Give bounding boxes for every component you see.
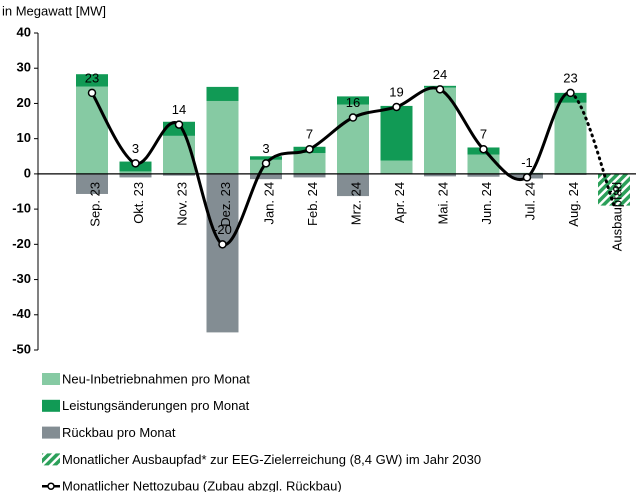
legend-dot (47, 482, 55, 490)
x-tick-label: Jan. 24 (261, 182, 276, 225)
x-tick-label: Mrz. 24 (348, 182, 363, 225)
legend-label: Monatlicher Nettozubau (Zubau abzgl. Rüc… (62, 479, 342, 492)
bar (598, 173, 630, 206)
legend-label: Leistungsänderungen pro Monat (62, 398, 250, 413)
bar (206, 100, 239, 174)
data-label: -9 (608, 183, 620, 198)
data-label: 24 (433, 67, 447, 82)
y-tick-label: 0 (24, 165, 31, 180)
y-tick-label: 10 (17, 130, 31, 145)
x-tick-label: Jul. 24 (522, 182, 537, 220)
data-label: 23 (563, 70, 577, 85)
bar (554, 92, 587, 103)
bar (76, 74, 108, 87)
x-tick-label: Apr. 24 (392, 182, 407, 223)
bar (337, 96, 369, 105)
bar (250, 173, 282, 180)
legend-swatch (42, 373, 60, 385)
bar (76, 86, 108, 174)
x-tick-label: Feb. 24 (305, 182, 320, 226)
bar (467, 154, 500, 174)
data-label: 7 (480, 127, 487, 142)
line-point (435, 85, 445, 94)
y-tick-label: -50 (12, 341, 31, 356)
bar (467, 173, 500, 177)
bar (163, 135, 195, 174)
data-label: -20 (213, 222, 232, 237)
data-label: 14 (172, 102, 186, 117)
y-tick-label: -40 (12, 306, 31, 321)
line-point (522, 173, 532, 182)
bar (293, 153, 326, 174)
legend-label: Monatlicher Ausbaupfad* zur EEG-Zielerre… (62, 452, 481, 467)
line-point (87, 88, 97, 98)
legend-swatch (42, 453, 60, 466)
y-tick-label: 30 (17, 60, 31, 75)
data-label: -1 (521, 155, 533, 170)
data-label: 16 (346, 95, 360, 110)
data-label: 7 (306, 127, 313, 142)
data-label: 23 (85, 70, 99, 85)
data-label: 3 (262, 141, 269, 156)
bar (76, 173, 108, 194)
line (90, 86, 571, 246)
bar (163, 173, 195, 176)
y-tick-label: 40 (17, 24, 31, 39)
bar (380, 160, 413, 174)
line-point (479, 144, 488, 154)
y-tick-label: -30 (12, 271, 31, 286)
x-tick-label: Okt. 23 (131, 182, 146, 224)
bar (293, 173, 326, 178)
x-tick-label: Nov. 23 (174, 182, 189, 226)
line-point (261, 159, 271, 168)
line-dotted (569, 91, 616, 208)
bar (337, 173, 369, 197)
line-point (131, 159, 140, 168)
legend-label: Rückbau pro Monat (62, 425, 176, 440)
line-point (392, 102, 401, 112)
legend-swatch (42, 426, 60, 439)
legend-label: Neu-Inbetriebnahmen pro Monat (62, 371, 250, 386)
x-tick-label: Jun. 24 (479, 182, 494, 225)
bar (380, 105, 413, 161)
x-tick-label: Dez. 23 (218, 182, 233, 227)
x-tick-label: Ausbaupfad (609, 182, 624, 251)
legend-swatch (42, 399, 60, 412)
data-label: 19 (389, 84, 403, 99)
bar (119, 171, 152, 174)
y-tick-label: 20 (17, 95, 31, 110)
bar (206, 173, 239, 333)
y-tick-label: -10 (12, 201, 31, 216)
line-point (348, 113, 358, 122)
bar (554, 102, 587, 174)
bar (424, 87, 456, 174)
line-point (566, 88, 575, 98)
y-tick-label: -20 (12, 236, 31, 251)
bar (250, 156, 282, 160)
data-label: 3 (132, 141, 139, 156)
line-point (305, 144, 314, 154)
x-tick-label: Mai. 24 (435, 182, 450, 225)
x-tick-label: Aug. 24 (566, 182, 581, 227)
line-point (218, 240, 227, 249)
bar (424, 173, 456, 177)
bar (119, 173, 152, 178)
x-tick-label: Sep. 23 (87, 182, 102, 227)
line-point (174, 120, 184, 129)
y-axis-label: in Megawatt [MW] (2, 3, 106, 18)
bar (206, 86, 239, 101)
